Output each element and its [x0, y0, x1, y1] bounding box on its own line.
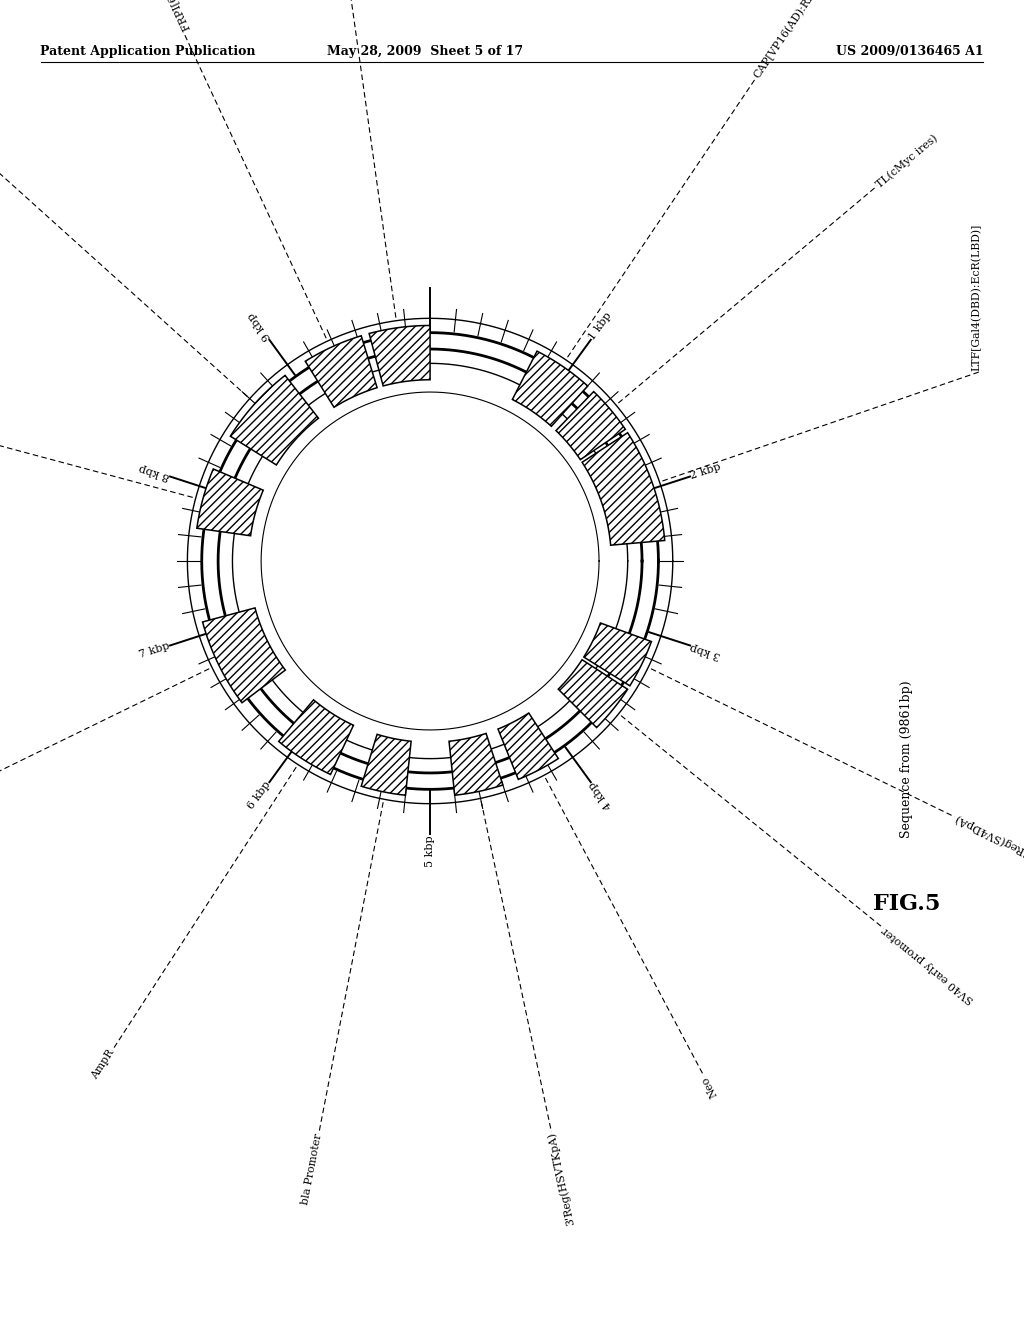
Polygon shape [582, 433, 665, 545]
Text: 3'Reg(HSVTKpA): 3'Reg(HSVTKpA) [546, 1131, 577, 1226]
Text: 1 kbp: 1 kbp [587, 310, 613, 342]
Text: SV40 early promoter: SV40 early promoter [881, 924, 976, 1005]
Text: 8 kbp: 8 kbp [138, 462, 171, 480]
Polygon shape [558, 660, 628, 727]
Text: 7 kbp: 7 kbp [138, 642, 171, 660]
Text: May 28, 2009  Sheet 5 of 17: May 28, 2009 Sheet 5 of 17 [327, 45, 523, 58]
Text: FIG.5: FIG.5 [872, 894, 940, 915]
Text: bla Promoter: bla Promoter [300, 1133, 324, 1205]
Text: 4 kbp: 4 kbp [587, 780, 613, 812]
Text: FRPI[6xGalRE:Minimal Promoter]: FRPI[6xGalRE:Minimal Promoter] [104, 0, 193, 32]
Polygon shape [361, 734, 411, 795]
Text: CAP[VP16(AD):RXR(HP)]: CAP[VP16(AD):RXR(HP)] [753, 0, 839, 81]
Polygon shape [203, 609, 286, 702]
Text: LTF[Gal4(DBD):EcR(LBD)]: LTF[Gal4(DBD):EcR(LBD)] [972, 223, 982, 371]
Polygon shape [584, 623, 651, 686]
Polygon shape [556, 392, 626, 459]
Polygon shape [369, 326, 430, 385]
Polygon shape [450, 734, 503, 795]
Text: 3'Reg(SV4DpA): 3'Reg(SV4DpA) [952, 812, 1024, 859]
Text: 6 kbp: 6 kbp [247, 780, 273, 812]
Text: AmpR: AmpR [90, 1048, 117, 1081]
Polygon shape [230, 375, 318, 465]
Text: 2 kbp: 2 kbp [689, 462, 722, 480]
Text: Neo: Neo [699, 1074, 719, 1098]
Text: US 2009/0136465 A1: US 2009/0136465 A1 [837, 45, 984, 58]
Polygon shape [197, 469, 263, 536]
Polygon shape [279, 700, 353, 775]
Text: Patent Application Publication: Patent Application Publication [40, 45, 256, 58]
Text: TL(cMyc ires): TL(cMyc ires) [873, 132, 939, 190]
Text: Sequence from (9861bp): Sequence from (9861bp) [900, 680, 912, 838]
Text: 9 kbp: 9 kbp [247, 310, 273, 342]
Text: 5 kbp: 5 kbp [425, 836, 435, 867]
Text: 3 kbp: 3 kbp [689, 642, 722, 660]
Polygon shape [512, 351, 588, 426]
Polygon shape [498, 713, 558, 779]
Polygon shape [305, 335, 377, 408]
